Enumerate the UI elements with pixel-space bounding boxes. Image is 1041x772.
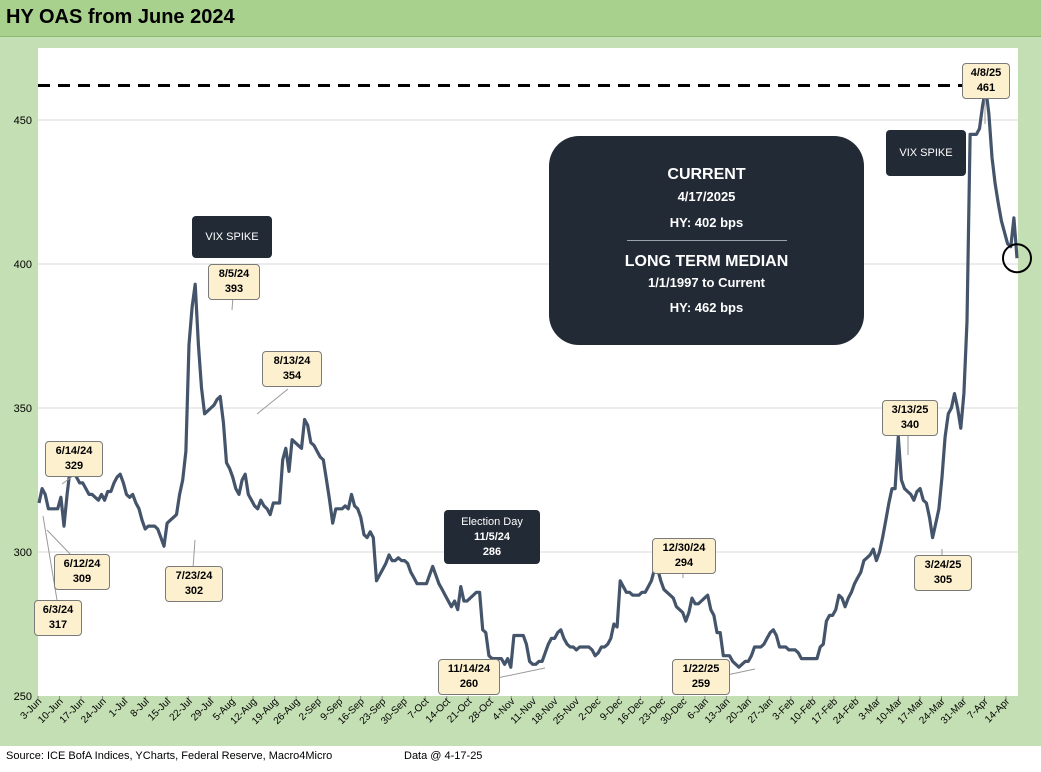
election-title: Election Day	[461, 515, 523, 528]
callout-8-5-24: 8/5/24 393	[208, 264, 260, 300]
callout-date: 6/14/24	[55, 445, 93, 457]
callout-value: 354	[282, 370, 302, 382]
callout-date: 12/30/24	[662, 542, 706, 554]
title-bar: HY OAS from June 2024	[0, 0, 1041, 37]
y-tick-label: 450	[14, 115, 32, 127]
callout-7-23-24: 7/23/24 302	[165, 566, 223, 602]
callout-leader-line	[496, 667, 546, 679]
callout-6-12-24: 6/12/24 309	[54, 554, 110, 590]
current-value: HY: 402 bps	[669, 215, 744, 230]
callout-date: 4/8/25	[970, 67, 1002, 79]
data-as-of: Data @ 4-17-25	[404, 750, 483, 762]
callout-date: 11/14/24	[447, 663, 491, 675]
vix-spike-label-2: VIX SPIKE	[886, 130, 966, 176]
y-tick-label: 350	[14, 403, 32, 415]
callout-6-3-24: 6/3/24 317	[34, 600, 82, 636]
callout-value: 329	[64, 460, 84, 472]
x-tick-label: 2-Sep	[297, 696, 324, 723]
callout-value: 302	[184, 585, 204, 597]
callout-8-13-24: 8/13/24 354	[262, 351, 322, 387]
callout-date: 6/3/24	[42, 604, 74, 616]
x-tick-label: 15-Jul	[146, 696, 173, 723]
x-tick-label: 1-Jul	[107, 696, 130, 719]
callout-1-22-25: 1/22/25 259	[672, 659, 730, 695]
election-date: 11/5/24	[473, 530, 511, 543]
vix-spike-text-1: VIX SPIKE	[205, 231, 259, 243]
current-date: 4/17/2025	[677, 189, 736, 204]
callout-date: 3/24/25	[924, 559, 962, 571]
x-tick-label: 2-Dec	[577, 696, 604, 723]
callout-leader-line	[46, 529, 73, 557]
callout-value: 305	[933, 574, 953, 586]
callout-leader-line	[256, 388, 289, 415]
callout-date: 1/22/25	[682, 663, 720, 675]
callout-leader-line	[726, 668, 756, 676]
x-tick-label: 14-Apr	[983, 696, 1012, 725]
callout-value: 294	[674, 557, 694, 569]
x-tick-label: 22-Jul	[168, 696, 195, 723]
callout-date: 8/5/24	[218, 268, 250, 280]
callout-date: 6/12/24	[63, 558, 101, 570]
callout-4-8-25: 4/8/25 461	[962, 63, 1010, 99]
current-heading: CURRENT	[667, 166, 746, 183]
callout-value: 340	[900, 419, 920, 431]
callout-3-13-25: 3/13/25 340	[882, 400, 938, 436]
y-tick-label: 400	[14, 259, 32, 271]
callout-date: 7/23/24	[175, 570, 213, 582]
callout-value: 259	[691, 678, 711, 690]
y-tick-label: 300	[14, 547, 32, 559]
y-tick-label: 250	[14, 691, 32, 703]
callout-date: 3/13/25	[891, 404, 929, 416]
hy-oas-series-line	[37, 86, 1019, 669]
vix-spike-text-2: VIX SPIKE	[899, 147, 953, 159]
callout-leader-line	[192, 539, 196, 569]
callout-value: 309	[72, 573, 92, 585]
vix-spike-label-1: VIX SPIKE	[192, 216, 272, 258]
callout-value: 461	[976, 82, 996, 94]
source-note: Source: ICE BofA Indices, YCharts, Feder…	[6, 750, 333, 762]
callout-value: 393	[224, 283, 244, 295]
callout-leader-line	[61, 475, 74, 485]
callout-11-14-24: 11/14/24 260	[438, 659, 500, 695]
election-day-label: Election Day 11/5/24 286	[444, 510, 540, 564]
info-box: CURRENT 4/17/2025 HY: 402 bps LONG TERM …	[549, 136, 864, 345]
callout-12-30-24: 12/30/24 294	[652, 538, 716, 574]
current-value-marker	[1002, 243, 1032, 274]
info-divider	[627, 240, 787, 241]
callout-6-14-24: 6/14/24 329	[45, 441, 103, 477]
callout-value: 317	[48, 619, 68, 631]
median-range: 1/1/1997 to Current	[647, 275, 766, 290]
x-tick-label: 29-Jul	[189, 696, 216, 723]
callout-3-24-25: 3/24/25 305	[914, 555, 972, 591]
x-tick-label: 28-Oct	[467, 696, 496, 725]
election-value: 286	[482, 545, 502, 558]
median-value: HY: 462 bps	[669, 300, 744, 315]
callout-date: 8/13/24	[273, 355, 311, 367]
callout-value: 260	[459, 678, 479, 690]
chart-title: HY OAS from June 2024	[6, 6, 235, 28]
median-heading: LONG TERM MEDIAN	[624, 253, 789, 270]
